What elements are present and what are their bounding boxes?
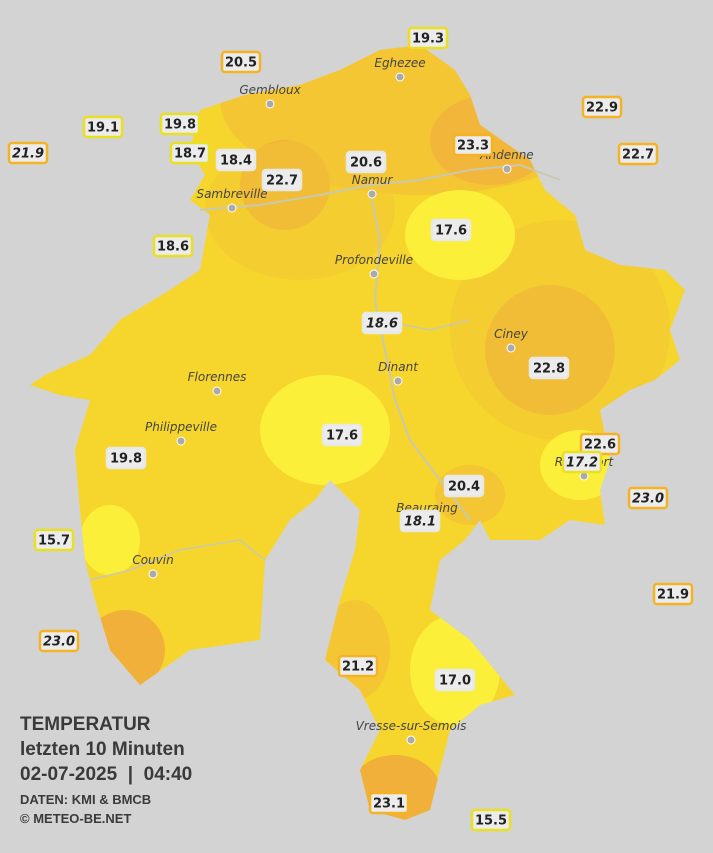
city-label: Ciney <box>494 327 529 341</box>
station-box <box>528 356 570 380</box>
station-box <box>443 474 485 498</box>
station-box <box>627 486 669 510</box>
station-value: 19.1 <box>87 121 119 136</box>
city-dot <box>227 203 237 213</box>
station-box <box>345 150 387 174</box>
station-box <box>38 629 80 653</box>
river <box>369 189 471 521</box>
station-value: 23.0 <box>43 635 75 650</box>
station-box <box>215 148 257 172</box>
station-box <box>617 142 659 166</box>
city-label: Vresse-sur-Semois <box>356 719 467 733</box>
legend-title: TEMPERATUR <box>20 714 151 735</box>
station-box <box>368 791 410 815</box>
station-value: 19.8 <box>110 452 142 467</box>
city-dot <box>176 436 186 446</box>
city-label: Florennes <box>188 370 247 384</box>
station-value: 20.4 <box>448 480 480 495</box>
city-dot <box>395 72 405 82</box>
legend-source: DATEN: KMI & BMCB <box>20 792 151 807</box>
station-value: 17.6 <box>435 224 467 239</box>
station-value: 22.7 <box>622 148 654 163</box>
station-value: 18.7 <box>174 147 206 162</box>
station-value: 20.6 <box>350 156 382 171</box>
station-value: 23.1 <box>373 797 405 812</box>
station-value: 19.8 <box>164 118 196 133</box>
station-box <box>407 26 449 50</box>
station-value: 22.9 <box>586 101 618 116</box>
station-value: 15.7 <box>38 534 70 549</box>
legend-credit: © METEO-BE.NET <box>20 811 131 826</box>
station-box <box>430 218 472 242</box>
station-box <box>561 450 603 474</box>
station-value: 15.5 <box>475 814 507 829</box>
city-dot <box>265 99 275 109</box>
station-value: 21.2 <box>342 660 374 675</box>
legend-datetime: 02-07-2025 | 04:40 <box>20 764 192 785</box>
station-value: 18.4 <box>220 154 252 169</box>
station-box <box>652 582 694 606</box>
station-value: 18.1 <box>404 515 436 530</box>
city-dot <box>212 386 222 396</box>
station-value: 22.6 <box>584 438 616 453</box>
station-value: 23.0 <box>632 492 664 507</box>
city-dot <box>506 343 516 353</box>
station-value: 17.2 <box>566 456 598 471</box>
station-box <box>159 112 201 136</box>
city-label: Couvin <box>132 553 173 567</box>
station-value: 21.9 <box>12 147 44 162</box>
city-label: Eghezee <box>374 56 425 70</box>
station-box <box>261 168 303 192</box>
city-dot <box>367 189 377 199</box>
city-label: Namur <box>352 173 394 187</box>
station-box <box>33 528 75 552</box>
city-dot <box>502 164 512 174</box>
station-box <box>152 234 194 258</box>
station-value: 23.3 <box>457 139 489 154</box>
city-label: Philippeville <box>145 420 217 434</box>
station-value: 22.8 <box>533 362 565 377</box>
station-box <box>169 141 211 165</box>
station-box <box>399 509 441 533</box>
station-value: 20.5 <box>225 56 257 71</box>
station-box <box>105 446 147 470</box>
legend-period: letzten 10 Minuten <box>20 739 185 760</box>
river <box>89 539 266 581</box>
station-box <box>7 141 49 165</box>
river <box>199 163 561 211</box>
station-box <box>581 95 623 119</box>
city-label: Gembloux <box>239 83 301 97</box>
station-value: 22.7 <box>266 174 298 189</box>
city-label: Dinant <box>378 360 419 374</box>
station-box <box>452 133 494 157</box>
city-label: Sambreville <box>196 187 267 201</box>
station-box <box>321 423 363 447</box>
city-dot <box>148 569 158 579</box>
station-box <box>337 654 379 678</box>
station-value: 17.0 <box>439 674 471 689</box>
station-box <box>361 311 403 335</box>
city-label: Profondeville <box>335 253 413 267</box>
station-value: 21.9 <box>657 588 689 603</box>
city-dot <box>406 735 416 745</box>
station-box <box>82 115 124 139</box>
city-dot <box>393 376 403 386</box>
station-box <box>470 808 512 832</box>
station-box <box>434 668 476 692</box>
station-box <box>220 50 262 74</box>
station-value: 18.6 <box>366 317 398 332</box>
station-value: 18.6 <box>157 240 189 255</box>
station-value: 17.6 <box>326 429 358 444</box>
station-value: 19.3 <box>412 32 444 47</box>
city-dot <box>369 269 379 279</box>
